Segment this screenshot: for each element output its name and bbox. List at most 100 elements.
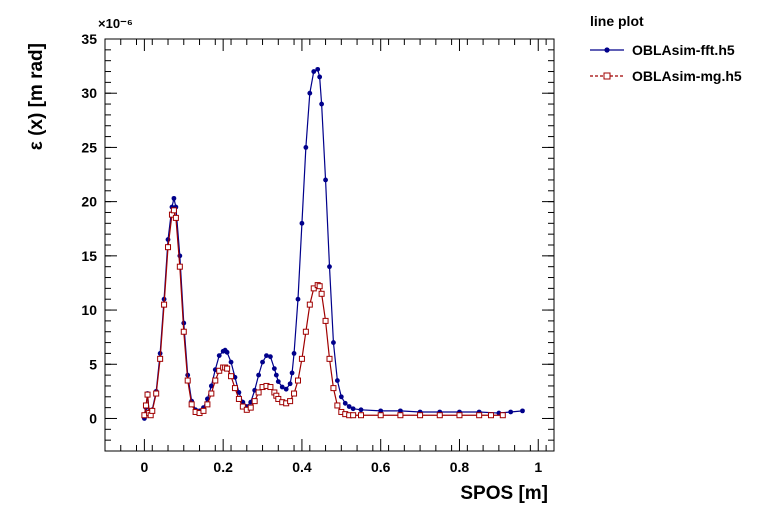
x-tick-label: 0.2: [213, 459, 233, 475]
x-tick-label: 1: [534, 459, 542, 475]
data-point: [520, 408, 525, 414]
data-point: [326, 355, 333, 362]
data-point: [291, 351, 297, 356]
data-point: [142, 402, 149, 409]
legend: line plot OBLAsim-fft.h5 OBLAsim-mg.h5: [590, 13, 742, 84]
y-tick-label: 15: [81, 248, 97, 264]
data-point: [338, 394, 344, 400]
data-point: [346, 404, 352, 409]
data-point: [350, 406, 356, 412]
data-point: [273, 372, 279, 378]
data-point: [204, 401, 211, 408]
data-point: [318, 290, 325, 297]
x-tick-label: 0.8: [450, 459, 470, 475]
data-point: [188, 401, 195, 408]
data-point: [216, 353, 222, 358]
data-point: [299, 220, 305, 226]
data-point: [397, 412, 404, 419]
y-tick-label: 25: [81, 139, 97, 155]
data-point: [161, 301, 168, 308]
legend-title: line plot: [590, 13, 644, 29]
y-tick-label: 10: [81, 302, 97, 318]
data-point: [247, 404, 254, 411]
y-axis-multiplier: ×10⁻⁶: [98, 16, 133, 31]
data-point: [311, 69, 317, 74]
data-point: [310, 285, 317, 292]
data-point: [456, 412, 463, 419]
data-point: [436, 412, 443, 419]
data-point: [208, 390, 215, 397]
data-point: [224, 365, 231, 372]
data-point: [157, 355, 164, 362]
data-point: [165, 244, 172, 251]
data-point: [289, 370, 295, 376]
data-point: [235, 395, 242, 402]
data-point: [228, 373, 235, 380]
data-point: [350, 412, 357, 419]
data-point: [287, 381, 293, 387]
data-point: [322, 317, 329, 324]
data-point: [149, 407, 156, 414]
x-tick-label: 0.4: [292, 459, 312, 475]
data-point: [315, 66, 321, 72]
data-point: [267, 384, 274, 391]
data-point: [508, 409, 514, 415]
x-tick-label: 0.6: [371, 459, 391, 475]
data-point: [153, 390, 160, 397]
data-point: [170, 207, 177, 214]
data-point: [172, 214, 179, 221]
y-tick-label: 20: [81, 194, 97, 210]
data-point: [224, 349, 230, 355]
data-point: [295, 296, 301, 302]
y-tick-label: 0: [89, 410, 97, 426]
data-point: [239, 403, 246, 410]
data-point: [397, 408, 403, 414]
data-point: [417, 412, 424, 419]
data-point: [231, 385, 238, 392]
data-point: [327, 264, 332, 270]
series-1: [141, 207, 506, 419]
data-point: [171, 195, 177, 201]
data-point: [294, 377, 301, 384]
data-point: [331, 340, 336, 345]
legend-label: OBLAsim-fft.h5: [632, 42, 735, 58]
data-point: [283, 386, 289, 392]
data-point: [279, 384, 285, 390]
legend-entry: OBLAsim-mg.h5: [590, 68, 742, 84]
legend-marker: [603, 72, 611, 80]
data-point: [319, 101, 325, 107]
x-tick-label: 0: [140, 459, 148, 475]
data-point: [334, 402, 341, 409]
data-point: [200, 407, 207, 414]
data-point: [499, 412, 506, 419]
data-point: [302, 328, 309, 335]
data-point: [275, 395, 282, 402]
data-point: [184, 377, 191, 384]
data-point: [358, 407, 364, 413]
plot-frame: [104, 38, 555, 452]
legend-entries: OBLAsim-fft.h5 OBLAsim-mg.h5: [590, 42, 742, 84]
data-point: [358, 412, 365, 419]
data-point: [323, 177, 328, 183]
data-point: [212, 377, 219, 384]
data-point: [487, 412, 494, 419]
data-point: [334, 378, 340, 383]
data-point: [228, 359, 234, 365]
data-point: [275, 379, 281, 385]
legend-label: OBLAsim-mg.h5: [632, 68, 742, 84]
data-point: [377, 412, 384, 419]
data-point: [251, 398, 258, 405]
data-point: [268, 354, 273, 360]
data-series: [141, 66, 525, 421]
x-axis-title: SPOS [m]: [460, 483, 548, 504]
data-point: [307, 90, 313, 96]
data-point: [260, 359, 265, 365]
data-point: [317, 74, 323, 80]
data-point: [306, 301, 313, 308]
data-point: [298, 355, 305, 362]
y-tick-label: 30: [81, 85, 97, 101]
data-point: [216, 367, 223, 374]
data-point: [330, 385, 337, 392]
